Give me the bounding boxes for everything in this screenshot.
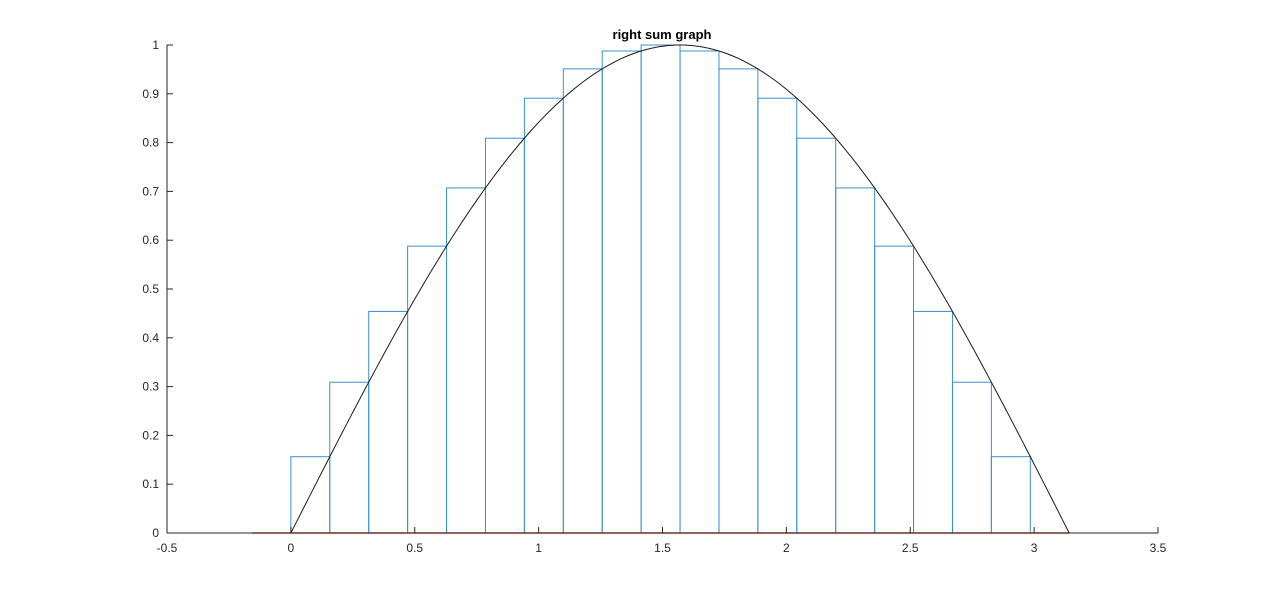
x-tick-label: 3	[1031, 541, 1038, 555]
y-tick-label: 1	[152, 38, 159, 52]
bar	[484, 137, 525, 534]
y-tick-label: 0.2	[142, 428, 159, 442]
bars-layer	[290, 44, 1031, 534]
bar	[640, 44, 681, 534]
y-tick-label: 0.1	[142, 477, 159, 491]
y-tick-label: 0.6	[142, 233, 159, 247]
bar	[679, 50, 720, 534]
bar	[601, 50, 642, 534]
x-tick-label: 3.5	[1150, 541, 1167, 555]
x-tick-label: -0.5	[157, 541, 178, 555]
bar	[757, 97, 798, 534]
bar	[523, 97, 564, 534]
bar	[562, 68, 603, 534]
y-tick-label: 0	[152, 526, 159, 540]
y-tick-label: 0.8	[142, 136, 159, 150]
bar	[329, 381, 370, 534]
chart-title: right sum graph	[613, 27, 712, 42]
y-tick-label: 0.4	[142, 331, 159, 345]
bar	[446, 187, 486, 534]
bar	[874, 245, 915, 534]
bar	[796, 137, 837, 534]
x-tick-label: 2	[783, 541, 790, 555]
x-tick-label: 0	[288, 541, 295, 555]
bar	[368, 310, 409, 534]
function-curve	[290, 44, 1070, 534]
curve-layer	[290, 44, 1070, 534]
bar	[835, 187, 876, 534]
bar	[951, 381, 992, 534]
y-tick-label: 0.7	[142, 184, 159, 198]
x-tick-label: 2.5	[902, 541, 919, 555]
bar	[718, 68, 759, 534]
y-tick-label: 0.9	[142, 87, 159, 101]
x-tick-label: 1.5	[654, 541, 671, 555]
bar	[407, 245, 448, 534]
bar	[990, 456, 1031, 534]
axes-layer: -0.5 0 0.5 1 1.5 2 2.5 3 3.500.10.20.30.40.50.60…	[142, 38, 1166, 555]
bar	[913, 310, 953, 534]
x-tick-label: 0.5	[406, 541, 423, 555]
x-tick-label: 1	[535, 541, 542, 555]
y-tick-label: 0.5	[142, 282, 159, 296]
y-tick-label: 0.3	[142, 380, 159, 394]
